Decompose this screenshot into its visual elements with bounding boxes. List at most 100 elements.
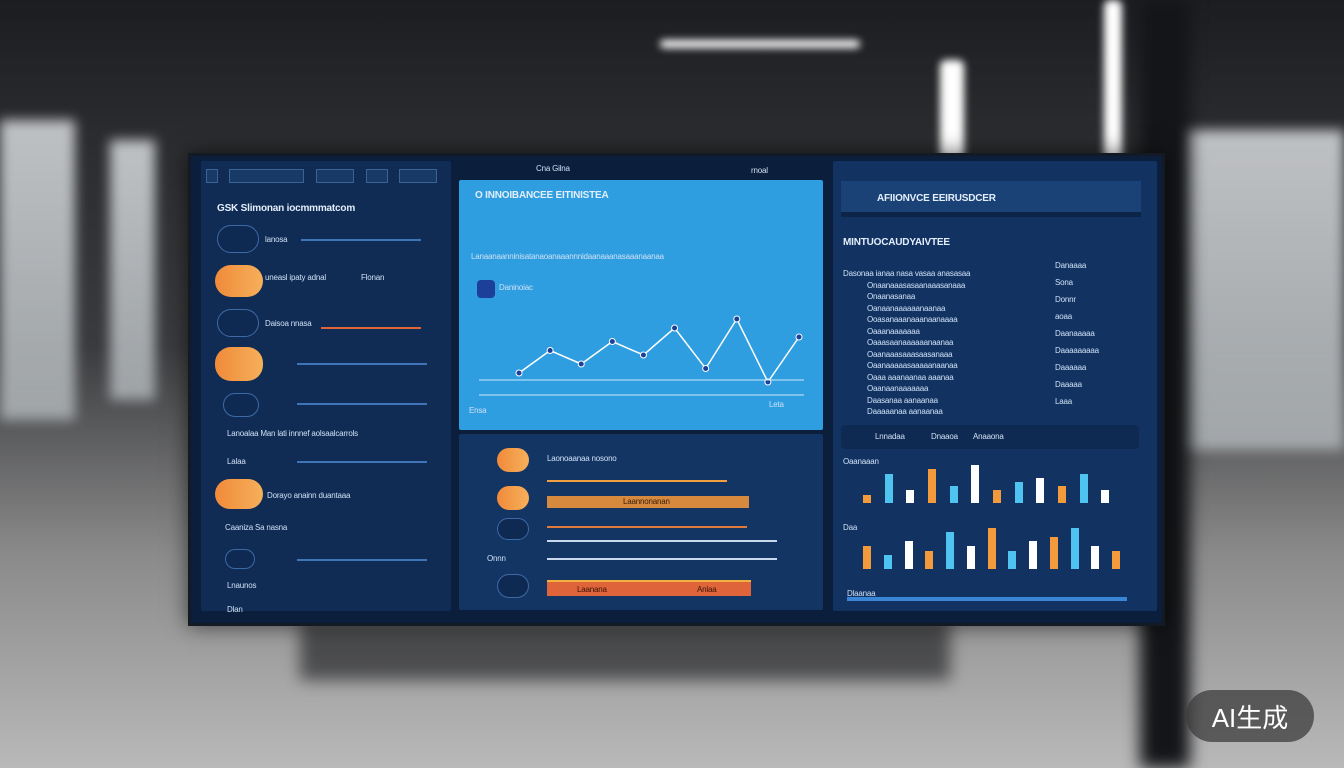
status-icon[interactable]	[497, 486, 529, 510]
bar	[1014, 482, 1023, 503]
tab[interactable]	[206, 169, 218, 183]
row-label: Onnn	[487, 554, 506, 563]
info-line: Onaanaaasasaanaaasanaaa	[867, 280, 966, 290]
tab[interactable]	[366, 169, 388, 183]
status-icon[interactable]	[215, 479, 263, 509]
background-light	[1104, 0, 1122, 180]
tab[interactable]	[316, 169, 354, 183]
progress-bar	[547, 526, 747, 528]
tab[interactable]: Dnaaoa	[931, 432, 958, 441]
tab[interactable]	[399, 169, 437, 183]
left-panel: GSK Slimonan iocmmmatcom lanosa uneasl i…	[201, 161, 451, 614]
bar	[1008, 550, 1017, 569]
progress-panel: Laonoaanaa nosono Laannonanan Onnn Laana…	[459, 434, 823, 610]
row-label: lanosa	[265, 235, 288, 244]
bar	[1112, 550, 1121, 569]
progress-line	[297, 461, 427, 463]
row-label: Daisoa nnasa	[265, 319, 312, 328]
bar-label: Laanana	[577, 585, 607, 594]
bar	[1029, 541, 1038, 569]
bar	[987, 527, 996, 569]
data-point	[515, 369, 523, 377]
progress-bar	[547, 558, 777, 560]
tab[interactable]	[229, 169, 304, 183]
info-line: Oaanaaasaaasaasanaaa	[867, 349, 953, 359]
bar	[1049, 536, 1058, 569]
progress-line	[321, 327, 421, 329]
progress-bar	[547, 480, 727, 482]
data-point	[577, 360, 585, 368]
info-line: Ooasanaaanaaanaanaaaa	[867, 315, 958, 324]
data-point	[733, 315, 741, 323]
bar	[1070, 527, 1079, 569]
row-label: Laonoaanaa nosono	[547, 454, 617, 463]
bar-chart	[863, 461, 1123, 503]
status-icon[interactable]	[217, 225, 259, 253]
side-value: Laaa	[1055, 397, 1072, 406]
background-light	[940, 60, 964, 160]
info-line: Onaanasanaa	[867, 292, 916, 301]
watermark-badge: AI生成	[1186, 690, 1314, 742]
status-icon[interactable]	[497, 518, 529, 540]
side-value: Sona	[1055, 278, 1073, 287]
chart-title: O INNOIBANCEE EITINISTEA	[475, 190, 609, 201]
info-line: Daaaaanaa aanaanaa	[867, 407, 943, 416]
bar	[884, 473, 893, 503]
bar	[949, 486, 958, 503]
footer-label: Dlaanaa	[847, 589, 876, 598]
bar	[863, 494, 871, 503]
status-icon[interactable]	[497, 448, 529, 472]
background-light	[660, 40, 860, 48]
right-title: AFIIONVCE EEIRUSDCER	[877, 193, 996, 204]
row-label: Caaniza Sa nasna	[225, 523, 288, 532]
side-value: Daanaaaaa	[1055, 329, 1095, 338]
tab[interactable]: Lnnadaa	[875, 432, 905, 441]
progress-bar	[547, 540, 777, 542]
left-panel-title: GSK Slimonan iocmmmatcom	[217, 203, 356, 214]
status-icon[interactable]	[225, 549, 255, 569]
header-tabs[interactable]: Cna Gilna	[536, 164, 570, 173]
status-icon[interactable]	[223, 393, 259, 417]
legend-swatch	[477, 280, 495, 298]
info-line: Oaanaaaaasaaaaanaanaa	[867, 361, 958, 370]
side-value: aoaa	[1055, 312, 1072, 321]
progress-bar: Laanana Anlaa	[547, 580, 751, 596]
bar	[904, 541, 913, 569]
bar	[993, 490, 1001, 503]
side-value: Danaaaa	[1055, 261, 1087, 270]
row-label: Lalaa	[227, 457, 246, 466]
row-label: Lnaunos	[227, 581, 257, 590]
right-header	[841, 181, 1141, 217]
background-window	[110, 140, 155, 400]
axis-label: Leta	[769, 400, 784, 409]
bar	[946, 532, 955, 569]
status-icon[interactable]	[215, 265, 263, 297]
info-line: Oanaanaaaaaanaanaa	[867, 303, 946, 313]
status-icon[interactable]	[217, 309, 259, 337]
row-label: Dlan	[227, 605, 243, 614]
tab[interactable]: Anaaona	[973, 432, 1004, 441]
legend-label: Daninoiac	[499, 283, 533, 292]
info-line: Dasonaa ianaa nasa vasaa anasasaa	[843, 269, 971, 278]
data-point	[608, 338, 616, 345]
status-icon[interactable]	[215, 347, 263, 381]
data-point	[702, 365, 710, 372]
bar-label: Anlaa	[697, 585, 717, 594]
axis-label: Ensa	[469, 406, 487, 415]
row-label: Dorayo anainn duantaaa	[267, 491, 351, 500]
chart-label: Oaanaaan	[843, 457, 879, 466]
series-line	[518, 317, 800, 384]
status-icon[interactable]	[497, 574, 529, 598]
tab-bar: Lnnadaa Dnaaoa Anaaona	[841, 425, 1139, 449]
progress-bar	[847, 597, 1127, 601]
side-value: Daaaaaaaaa	[1055, 346, 1099, 355]
bar	[966, 546, 975, 569]
section-title: MINTUOCAUDYAIVTEE	[843, 237, 950, 248]
data-point	[795, 333, 803, 341]
bar	[1091, 546, 1100, 569]
bar	[1101, 490, 1110, 503]
bar-label: Laannonanan	[623, 497, 670, 506]
chart-subtitle: Lanaanaanninisatanaoanaaannnidaanaaanasa…	[471, 252, 664, 261]
data-point	[671, 324, 679, 332]
background-window	[0, 120, 75, 420]
